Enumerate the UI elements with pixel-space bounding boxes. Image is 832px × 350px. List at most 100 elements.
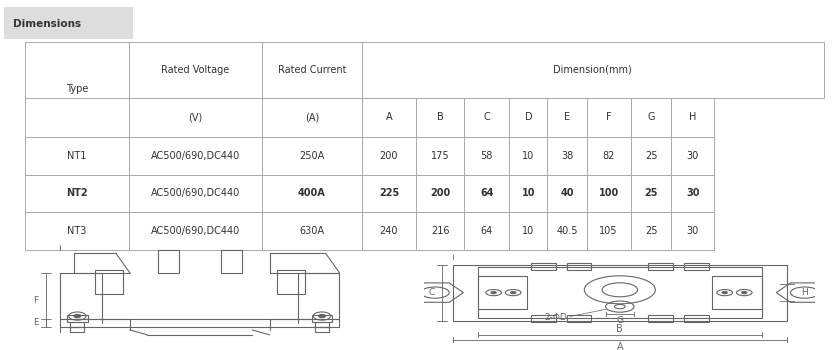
Text: E: E xyxy=(564,112,570,122)
Bar xyxy=(129,98,262,136)
Text: B: B xyxy=(617,324,623,334)
Bar xyxy=(648,315,673,322)
Text: 10: 10 xyxy=(522,151,534,161)
Text: 250A: 250A xyxy=(300,151,324,161)
Bar xyxy=(262,42,362,98)
Text: H: H xyxy=(801,288,808,297)
Text: 58: 58 xyxy=(481,151,493,161)
Text: Rated Current: Rated Current xyxy=(278,65,346,75)
Bar xyxy=(220,250,241,273)
Bar xyxy=(684,315,709,322)
Text: 200: 200 xyxy=(430,188,450,198)
Text: 200: 200 xyxy=(379,151,399,161)
Bar xyxy=(71,322,84,327)
Bar xyxy=(276,270,305,294)
Bar xyxy=(509,136,547,175)
Text: F: F xyxy=(606,112,612,122)
Bar xyxy=(671,212,714,250)
Bar xyxy=(129,136,262,175)
Bar xyxy=(262,136,362,175)
Text: AC500/690,DC440: AC500/690,DC440 xyxy=(151,188,240,198)
Text: C: C xyxy=(428,288,434,297)
Bar xyxy=(129,175,262,212)
Text: 64: 64 xyxy=(481,226,493,236)
Bar xyxy=(587,175,631,212)
Bar xyxy=(416,175,464,212)
Text: 400A: 400A xyxy=(298,188,326,198)
Circle shape xyxy=(722,292,727,294)
Circle shape xyxy=(491,292,496,294)
Bar xyxy=(648,263,673,270)
Text: 40.5: 40.5 xyxy=(557,226,577,236)
Bar xyxy=(509,212,547,250)
Text: (A): (A) xyxy=(305,112,319,122)
Bar xyxy=(631,98,671,136)
Bar xyxy=(547,98,587,136)
Text: D: D xyxy=(524,112,532,122)
Bar xyxy=(531,315,556,322)
Bar xyxy=(95,270,123,294)
Bar xyxy=(416,136,464,175)
Bar xyxy=(671,136,714,175)
Bar xyxy=(362,42,824,98)
Text: C: C xyxy=(483,112,490,122)
Bar xyxy=(158,250,179,273)
Bar xyxy=(464,136,509,175)
Text: NT1: NT1 xyxy=(67,151,87,161)
Bar xyxy=(315,327,329,331)
Bar xyxy=(453,265,787,321)
Text: Rated Voltage: Rated Voltage xyxy=(161,65,230,75)
Bar xyxy=(25,212,129,250)
Text: 630A: 630A xyxy=(300,226,324,236)
Bar xyxy=(416,98,464,136)
Bar xyxy=(129,42,262,98)
Text: 38: 38 xyxy=(561,151,573,161)
Bar xyxy=(631,136,671,175)
Bar xyxy=(464,98,509,136)
Text: Dimensions: Dimensions xyxy=(13,19,82,29)
Bar xyxy=(547,212,587,250)
Bar xyxy=(478,267,762,318)
Text: G: G xyxy=(617,316,623,325)
Text: 105: 105 xyxy=(599,226,618,236)
Text: A: A xyxy=(386,112,392,122)
Text: A: A xyxy=(617,342,623,350)
Bar xyxy=(311,315,333,322)
Text: 25: 25 xyxy=(645,226,657,236)
Bar xyxy=(416,212,464,250)
Bar xyxy=(25,42,129,136)
Bar xyxy=(531,263,556,270)
Text: 82: 82 xyxy=(602,151,615,161)
Text: 100: 100 xyxy=(598,188,619,198)
Bar xyxy=(298,273,339,319)
Text: 2-ΦD: 2-ΦD xyxy=(544,313,567,322)
Bar xyxy=(262,98,362,136)
Bar xyxy=(71,327,84,331)
Bar xyxy=(567,315,592,322)
Text: 30: 30 xyxy=(686,188,700,198)
Bar xyxy=(464,212,509,250)
Bar xyxy=(362,212,416,250)
Bar xyxy=(671,98,714,136)
Bar xyxy=(25,136,129,175)
Bar xyxy=(547,136,587,175)
Circle shape xyxy=(742,292,747,294)
Bar xyxy=(684,263,709,270)
Bar xyxy=(509,175,547,212)
Bar xyxy=(509,98,547,136)
Text: 216: 216 xyxy=(431,226,449,236)
Bar xyxy=(464,175,509,212)
Bar xyxy=(587,136,631,175)
Bar xyxy=(315,322,329,327)
Text: 30: 30 xyxy=(686,151,699,161)
Bar xyxy=(547,175,587,212)
Text: NT3: NT3 xyxy=(67,226,87,236)
Bar xyxy=(631,175,671,212)
Bar xyxy=(262,175,362,212)
Text: 30: 30 xyxy=(686,226,699,236)
Bar xyxy=(671,175,714,212)
Text: (V): (V) xyxy=(188,112,203,122)
Bar xyxy=(567,263,592,270)
Circle shape xyxy=(511,292,516,294)
Bar xyxy=(587,212,631,250)
